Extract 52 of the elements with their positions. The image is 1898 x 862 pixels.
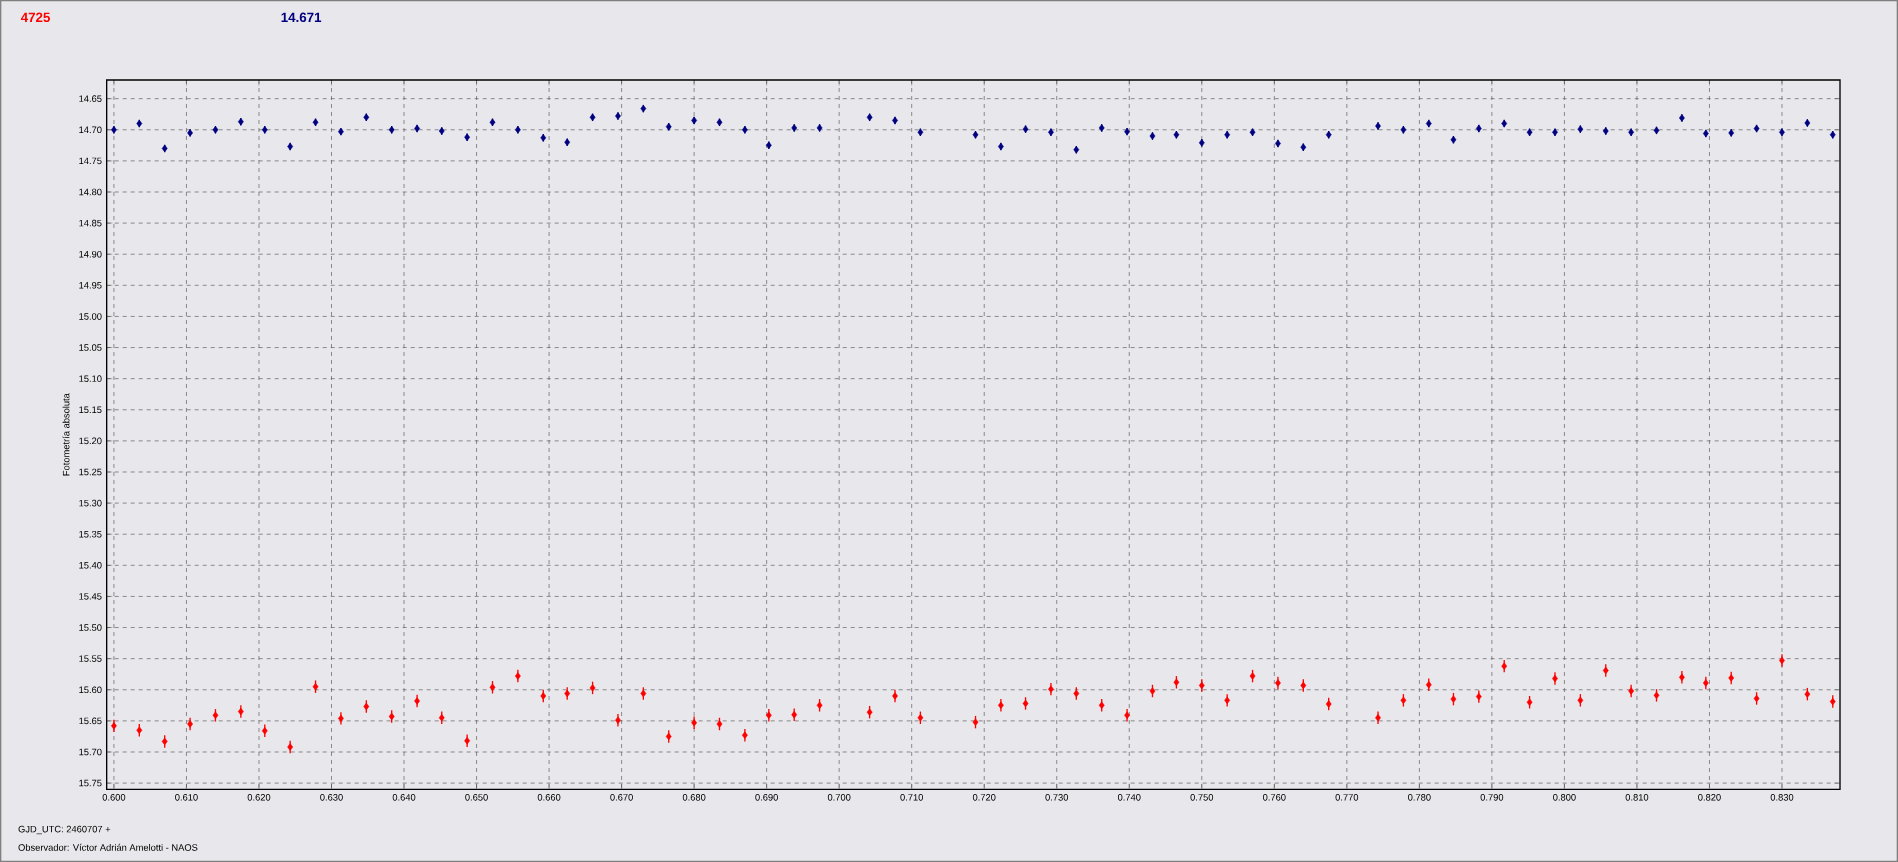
y-tick-label: 15.05 [79, 344, 102, 351]
y-tick-label: 14.85 [79, 219, 102, 227]
x-tick-label: 0.610 [175, 794, 198, 801]
x-tick-label: 0.780 [1408, 794, 1431, 801]
y-tick-label: 15.45 [79, 593, 102, 600]
y-tick-label: 15.55 [79, 655, 102, 662]
y-tick-label: 15.75 [79, 779, 102, 787]
x-tick-label: 0.760 [1262, 794, 1286, 801]
x-tick-label: 0.830 [1770, 794, 1794, 801]
x-tick-label: 0.670 [610, 794, 633, 801]
y-tick-label: 14.90 [79, 250, 102, 258]
x-tick-label: 0.620 [247, 794, 271, 801]
y-tick-label: 15.50 [79, 624, 102, 631]
y-axis-title: Fotometría absoluta [62, 393, 70, 476]
x-tick-label: 0.630 [320, 794, 343, 801]
y-tick-label: 14.80 [79, 188, 102, 196]
x-tick-label: 0.790 [1480, 794, 1504, 801]
x-tick-label: 0.800 [1553, 794, 1576, 801]
y-tick-label: 15.15 [79, 406, 102, 414]
y-tick-label: 15.10 [79, 375, 102, 382]
y-tick-label: 15.35 [79, 530, 102, 538]
x-tick-label: 0.660 [537, 794, 561, 801]
y-tick-label: 15.25 [79, 468, 102, 476]
x-tick-label: 0.720 [972, 794, 996, 801]
y-tick-label: 15.70 [79, 748, 102, 756]
y-tick-label: 14.70 [79, 126, 102, 134]
y-tick-label: 15.00 [79, 313, 102, 320]
x-tick-label: 0.750 [1190, 794, 1214, 801]
y-tick-label: 14.65 [79, 95, 102, 102]
x-tick-label: 0.700 [827, 794, 851, 801]
x-tick-label: 0.770 [1335, 794, 1359, 801]
y-tick-label: 14.95 [79, 282, 102, 289]
y-tick-label: 14.75 [79, 157, 102, 165]
y-tick-label: 15.20 [79, 437, 102, 445]
x-tick-label: 0.820 [1698, 794, 1721, 801]
x-tick-label: 0.730 [1045, 794, 1069, 801]
text: 14.671 [281, 12, 322, 23]
y-tick-label: 15.30 [79, 499, 102, 507]
y-tick-label: 15.60 [79, 686, 102, 694]
x-tick-label: 0.680 [682, 794, 706, 801]
y-tick-label: 15.40 [79, 562, 102, 569]
x-tick-label: 0.690 [755, 794, 778, 801]
x-axis-title: GJD_UTC: 2460707 + [18, 825, 111, 835]
y-tick-label: 15.65 [79, 717, 102, 725]
text: 4725 [20, 12, 51, 23]
x-tick-label: 0.710 [900, 794, 924, 801]
x-tick-label: 0.640 [392, 794, 416, 801]
x-tick-label: 0.740 [1117, 794, 1141, 801]
x-tick-label: 0.810 [1625, 794, 1649, 801]
text: Observador: Víctor Adrián Amelotti - NAOS [18, 843, 198, 851]
x-tick-label: 0.650 [465, 794, 488, 801]
x-tick-label: 0.600 [102, 794, 126, 801]
